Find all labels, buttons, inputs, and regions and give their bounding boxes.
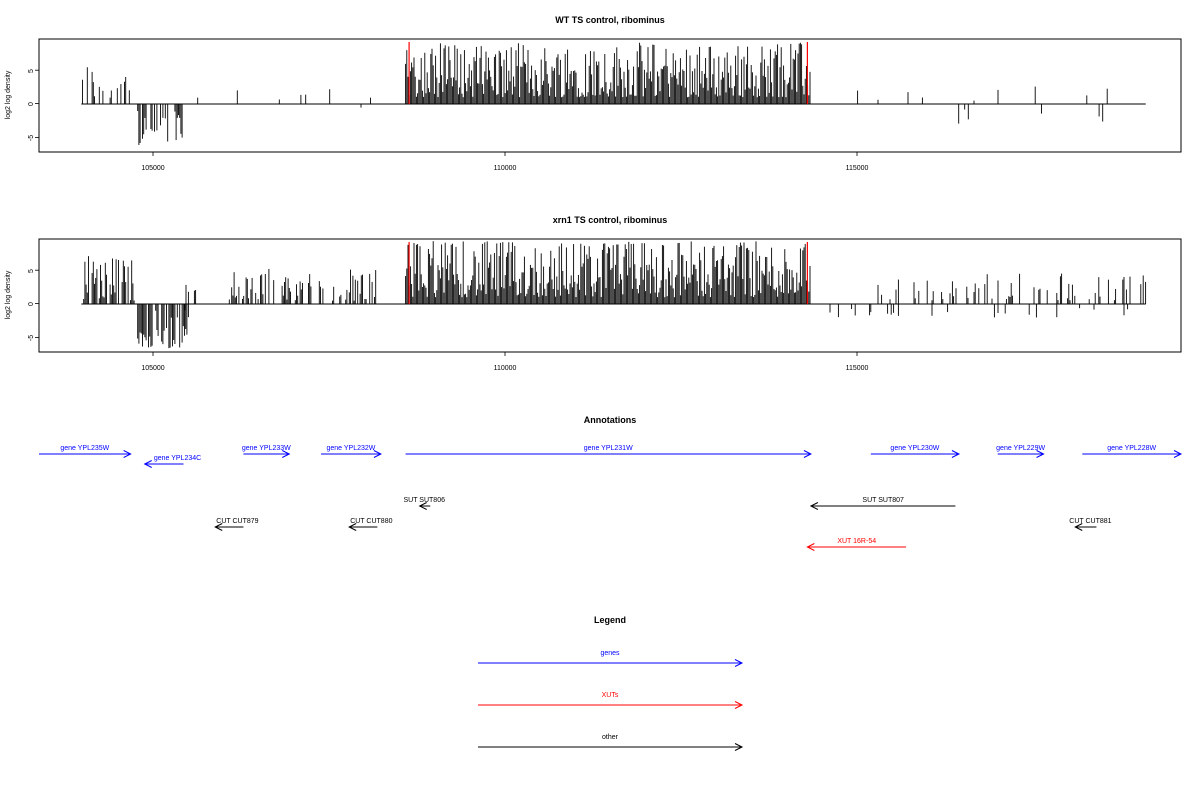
y-axis-label: log2 log density [5,70,12,119]
arrowhead [123,450,132,458]
arrowhead [348,523,357,531]
x-tick-label: 110000 [494,165,517,172]
arrowhead [373,450,383,458]
x-tick-label: 115000 [846,165,869,172]
annotation-label: CUT CUT879 [216,518,258,525]
arrowhead [214,523,223,531]
annotation-label: gene YPL233W [242,445,291,452]
panel-xrn1: xrn1 TS control, ribominus log2 log dens… [5,215,1182,372]
y-tick-label: 0 [28,302,35,306]
arrowhead [951,450,961,458]
arrowhead [1036,450,1045,458]
annotation-label: CUT CUT880 [350,518,392,525]
axes-group: 5 0 -5 105000 110000 115000 [28,269,869,372]
axes-group: 5 0 -5 105000 110000 115000 [28,69,869,172]
annotations-track: Annotations gene YPL235W gene YPL233W gene… [39,415,1183,551]
legend-label: other [602,734,619,741]
annotations-title: Annotations [584,415,637,425]
y-tick-label: -5 [28,135,35,141]
annotation-label: gene YPL235W [60,445,109,452]
arrowhead [418,502,427,510]
y-tick-label: -5 [28,335,35,341]
x-tick-label: 105000 [141,165,164,172]
arrowhead [1074,523,1083,531]
annotation-label: CUT CUT881 [1069,518,1111,525]
legend: Legend genes XUTs other [478,615,744,751]
y-axis-label: log2 log density [5,270,12,319]
y-tick-label: 0 [28,102,35,106]
panel-title: WT TS control, ribominus [555,15,665,25]
annotation-label: gene YPL228W [1107,445,1156,452]
legend-title: Legend [594,615,626,625]
y-tick-label: 5 [28,269,35,273]
x-tick-label: 115000 [846,365,869,372]
x-tick-label: 110000 [494,365,517,372]
arrowhead [734,659,744,667]
arrowhead [143,460,152,468]
annotation-label: XUT 16R-54 [837,538,876,545]
legend-items: genes XUTs other [478,650,744,751]
arrowhead [809,502,819,510]
annotation-features: gene YPL235W gene YPL233W gene YPL232W gene… [39,445,1183,551]
arrowhead [734,701,744,709]
annotation-label: SUT SUT806 [403,497,445,504]
x-tick-label: 105000 [141,365,164,372]
annotation-label: gene YPL232W [326,445,375,452]
bars-group [81,42,1146,145]
arrowhead [734,743,744,751]
arrowhead [803,450,813,458]
arrowhead [1173,450,1183,458]
panel-wt: WT TS control, ribominus log2 log densit… [5,15,1182,172]
annotation-label: gene YPL230W [890,445,939,452]
annotation-label: SUT SUT807 [862,497,904,504]
annotation-label: gene YPL234C [154,455,201,462]
annotation-label: gene YPL231W [584,445,633,452]
bars-group [81,241,1147,349]
legend-label: genes [600,650,620,657]
legend-label: XUTs [602,692,619,699]
panel-title: xrn1 TS control, ribominus [553,215,668,225]
arrowhead [806,543,815,551]
y-tick-label: 5 [28,69,35,73]
arrowhead [282,450,291,458]
annotation-label: gene YPL229W [996,445,1045,452]
